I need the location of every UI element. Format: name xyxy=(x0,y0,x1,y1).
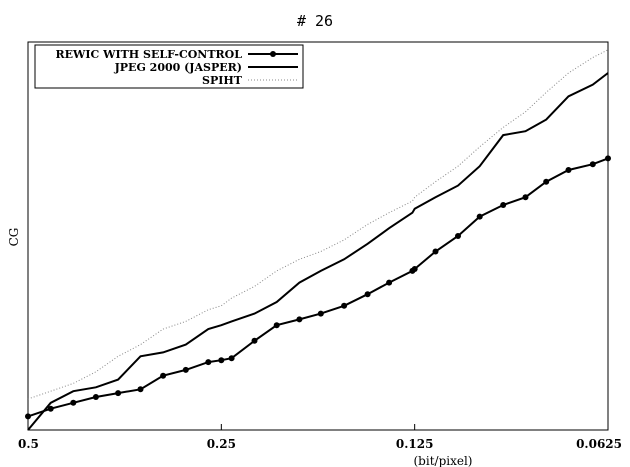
series-line-2 xyxy=(27,49,609,400)
legend-label-2: SPIHT xyxy=(202,74,243,87)
x-tick-label: 0.0625 xyxy=(576,437,622,451)
legend-label-1: JPEG 2000 (JASPER) xyxy=(114,61,242,74)
series-point-0 xyxy=(411,266,418,272)
series-point-0 xyxy=(522,194,529,201)
series-point-0 xyxy=(364,291,371,298)
x-tick-label: 0.125 xyxy=(396,437,434,451)
series-point-0 xyxy=(70,399,77,406)
series-point-0 xyxy=(251,337,258,344)
y-axis-label: CG xyxy=(7,228,21,247)
series-point-0 xyxy=(137,386,144,393)
series-point-0 xyxy=(386,279,393,286)
series-point-0 xyxy=(92,394,99,400)
series-point-0 xyxy=(115,390,122,397)
chart-title: # 26 xyxy=(297,12,333,30)
series-layer xyxy=(25,49,611,431)
plot-area xyxy=(27,41,609,431)
legend-swatches xyxy=(248,51,298,81)
series-point-0 xyxy=(543,178,550,185)
series-point-0 xyxy=(218,357,225,364)
series-point-0 xyxy=(455,233,461,239)
x-tick-label: 0.5 xyxy=(18,437,39,451)
series-point-0 xyxy=(296,316,303,323)
series-point-0 xyxy=(182,366,189,373)
series-point-0 xyxy=(317,310,324,317)
legend: REWIC WITH SELF-CONTROL JPEG 2000 (JASPE… xyxy=(34,44,304,89)
series-line-0 xyxy=(27,157,609,418)
legend-swatch-point-0 xyxy=(270,51,276,57)
series-point-0 xyxy=(476,213,483,220)
series-point-0 xyxy=(25,413,31,420)
series-point-0 xyxy=(273,322,280,329)
series-point-0 xyxy=(605,155,611,162)
x-tick-label: 0.25 xyxy=(207,437,236,451)
series-point-0 xyxy=(47,405,54,412)
x-ticks: 0.5 0.25 0.125 0.0625 xyxy=(18,424,622,451)
series-point-0 xyxy=(432,248,439,255)
legend-label-0: REWIC WITH SELF-CONTROL xyxy=(56,48,243,61)
series-point-0 xyxy=(205,359,212,366)
series-line-1 xyxy=(27,72,609,431)
series-point-0 xyxy=(500,202,507,208)
series-point-0 xyxy=(341,302,348,309)
series-point-0 xyxy=(565,167,572,173)
series-point-0 xyxy=(228,355,235,362)
series-point-0 xyxy=(160,372,167,379)
series-point-0 xyxy=(589,161,596,168)
x-axis-label: (bit/pixel) xyxy=(414,454,473,467)
